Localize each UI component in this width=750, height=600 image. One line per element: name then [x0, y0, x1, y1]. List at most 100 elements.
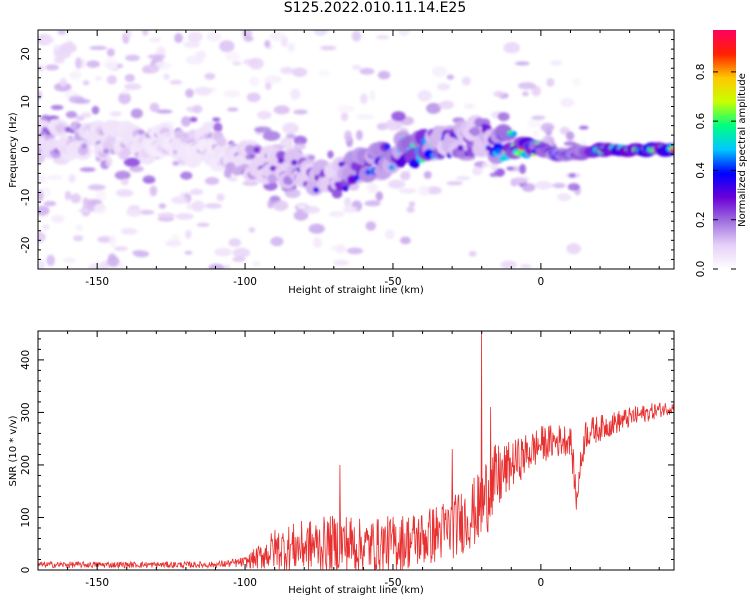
spectrogram-cell: [227, 176, 238, 182]
spectrogram-ridge-cell: [669, 147, 674, 152]
spectrogram-cell: [346, 247, 364, 255]
spectrogram-cell: [103, 57, 119, 70]
spectrogram-cell: [232, 61, 242, 66]
spectrogram-cell: [272, 200, 289, 211]
spectrogram-cell: [284, 188, 301, 199]
spectrogram-cell: [70, 193, 81, 204]
spectrogram-cell: [436, 83, 451, 91]
spectrogram-cell: [180, 171, 193, 180]
spectrogram-ridge-cell: [216, 136, 227, 147]
spectrogram-cell: [391, 111, 406, 122]
spectrogram-cell: [377, 70, 391, 80]
spectrogram-cell: [157, 212, 175, 219]
y-tick-label: 100: [20, 507, 32, 527]
spectrogram-cell: [38, 231, 46, 243]
snr-y-label: SNR (10 * v/v): [8, 415, 19, 486]
colorbar-tick-label: 0.6: [695, 112, 707, 129]
spectrogram-cell: [343, 197, 352, 207]
spectrogram-cell: [519, 264, 532, 269]
spectrogram-cell: [106, 75, 118, 85]
spectrogram-cell: [243, 35, 254, 42]
spectrogram-cell: [351, 64, 362, 70]
spectrogram-ridge-cell: [174, 129, 185, 140]
spectrogram-cell: [385, 119, 402, 131]
spectrogram-ridge-cell: [495, 148, 502, 155]
spectrogram-cell: [376, 122, 389, 131]
spectrogram-cell: [256, 110, 272, 120]
y-tick-label: 10: [20, 95, 32, 108]
spectrogram-cell: [375, 191, 383, 201]
spectrogram-cell: [270, 236, 284, 247]
spectrogram-cell: [204, 177, 220, 185]
spectrogram-cell: [191, 200, 205, 212]
spectrogram-cell: [461, 76, 471, 86]
spectrogram-cell: [423, 170, 432, 179]
y-tick-label: 0: [20, 567, 32, 574]
spectrogram-cell: [566, 243, 582, 255]
spectrogram-cell: [510, 177, 528, 185]
spectrogram-cell: [194, 86, 212, 96]
spectrogram-cell: [82, 197, 90, 207]
spectrogram-cell: [79, 167, 96, 172]
y-tick-label: 300: [20, 402, 32, 422]
x-tick-label: 0: [538, 577, 545, 589]
spectrogram-cell: [204, 203, 222, 209]
spectrogram-cell: [149, 36, 161, 43]
spectrogram-cell: [124, 83, 142, 90]
spectrogram-cell: [46, 254, 56, 266]
spectrogram-cell: [65, 40, 74, 46]
spectrogram-cell: [521, 183, 536, 192]
spectrogram-cell: [65, 111, 78, 119]
spectrogram-cell: [106, 255, 120, 268]
snr-x-label: Height of straight line (km): [288, 585, 424, 596]
spectrogram-cell: [418, 185, 430, 197]
spectrogram-cell: [560, 98, 575, 108]
spectrogram-cell: [39, 36, 54, 45]
spectrogram-cell: [514, 61, 530, 66]
spectrogram-cell: [267, 199, 274, 209]
x-tick-label: -150: [85, 276, 109, 288]
spectrogram-cell: [106, 48, 115, 57]
spectrogram-cell: [45, 64, 60, 71]
spectrogram-cell: [400, 171, 411, 181]
spectrogram-ridge-cell: [456, 148, 467, 159]
spectrogram-cell: [417, 89, 433, 102]
spectrogram-cell: [468, 250, 477, 257]
spectrogram-cell: [53, 49, 64, 56]
spectrogram-cell: [42, 224, 50, 230]
spectrogram-cell: [95, 189, 107, 201]
spectrogram-ridge-cell: [105, 134, 117, 145]
spectrogram-cell: [500, 260, 517, 269]
snr-panel: -150 -100 -50 0 0 100 200 300 400 Height of str…: [8, 330, 675, 596]
snr-plot-area: [38, 331, 674, 570]
spectrogram-cell: [254, 126, 272, 133]
spectrogram-cell: [158, 203, 167, 209]
spectrogram-ridge-cell: [137, 129, 145, 136]
spectrogram-cell: [149, 185, 158, 197]
spectrogram-cell: [189, 116, 198, 123]
spectrogram-cell: [308, 223, 325, 234]
spectrogram-cell: [446, 181, 463, 186]
spectrogram-cell: [342, 205, 358, 214]
spectrogram-cell: [93, 203, 107, 215]
spectrogram-cell: [248, 57, 264, 70]
spectrogram-cell: [320, 45, 337, 51]
spectrogram-cell: [53, 82, 72, 92]
spectrogram-cell: [567, 183, 580, 191]
spectrogram-y-label: Frequency (Hz): [8, 112, 19, 188]
spectrogram-cell: [121, 89, 130, 95]
snr-y-ticks: 0 100 200 300 400: [20, 338, 674, 574]
spectrogram-cell: [38, 205, 50, 216]
spectrogram-cell: [185, 55, 204, 65]
spectrogram-cell: [186, 203, 194, 210]
colorbar-tick-label: 0.4: [695, 162, 707, 179]
spectrogram-cell: [356, 113, 375, 120]
spectrogram-cell: [398, 187, 417, 194]
spectrogram-cell: [184, 250, 193, 255]
spectrogram-cell: [557, 193, 572, 202]
snr-frame: [37, 330, 675, 571]
spectrogram-cell: [115, 189, 134, 197]
spectrogram-x-label: Height of straight line (km): [288, 285, 424, 296]
x-tick-label: -50: [384, 577, 401, 589]
